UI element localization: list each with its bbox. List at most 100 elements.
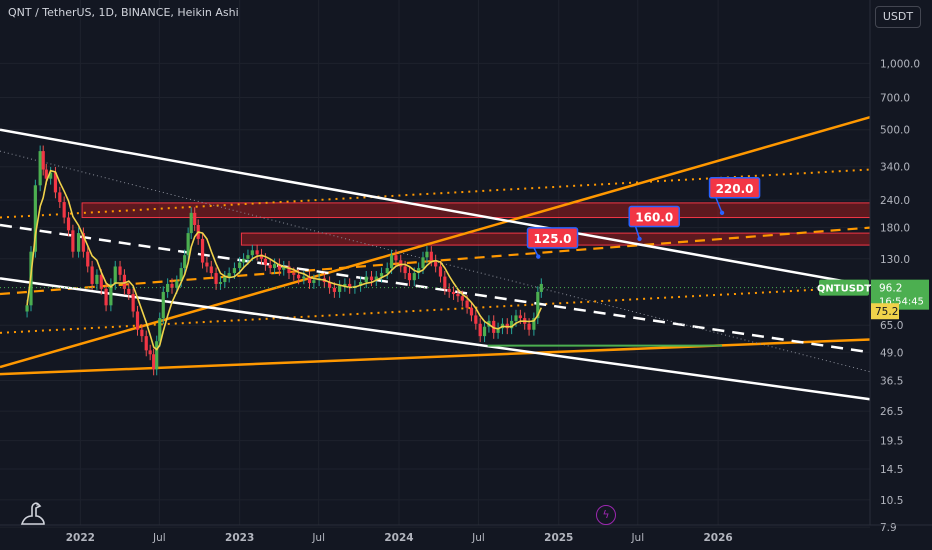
currency-button[interactable]: USDT xyxy=(875,6,921,28)
x-tick-label: 2024 xyxy=(384,532,413,544)
orange-dotted-lower xyxy=(0,285,871,334)
candle-body xyxy=(246,255,250,259)
candle-body xyxy=(250,250,254,256)
candle-body xyxy=(166,283,170,292)
x-tick-label: Jul xyxy=(471,532,485,544)
candle-body xyxy=(307,276,312,283)
candle-body xyxy=(492,320,496,333)
candle-body xyxy=(205,262,209,267)
candle-body xyxy=(343,283,347,286)
y-tick-label: 36.5 xyxy=(880,376,903,388)
candle-body xyxy=(469,307,474,316)
candle-body xyxy=(447,288,451,292)
candle-body xyxy=(510,320,514,329)
target-pointer xyxy=(714,196,723,214)
time-axis[interactable]: 2022 Jul 2023 Jul 2024 Jul 2025 Jul 2026 xyxy=(0,524,932,544)
orange-dotted-upper xyxy=(0,168,871,219)
candle-body xyxy=(268,264,272,269)
candle-body xyxy=(332,287,336,292)
candle-body xyxy=(86,251,90,267)
candle-body xyxy=(451,291,456,295)
candle-body xyxy=(41,151,45,170)
candle-body xyxy=(148,350,152,355)
x-tick-label: Jul xyxy=(152,532,166,544)
candle-body xyxy=(407,273,412,281)
candle-body xyxy=(95,274,99,284)
candle-body xyxy=(122,274,127,289)
target-box xyxy=(628,205,680,228)
target-label-125: 125.0 xyxy=(534,232,572,246)
candle-body xyxy=(170,283,174,288)
candle-body xyxy=(478,323,482,337)
candle-body xyxy=(272,264,277,269)
candle-body xyxy=(158,318,162,342)
candle-body xyxy=(44,169,48,179)
candle-body xyxy=(348,283,352,288)
x-tick-label: 2022 xyxy=(66,532,95,544)
candle-body xyxy=(58,192,62,203)
candle-body xyxy=(76,233,81,252)
candle-body xyxy=(403,266,407,274)
candle-body xyxy=(338,285,342,292)
candle-body xyxy=(238,262,242,269)
x-tick-label: 2023 xyxy=(225,532,254,544)
candle-body xyxy=(399,260,403,267)
y-tick-label: 49.0 xyxy=(880,347,903,359)
candle-body xyxy=(434,260,438,267)
candle-body xyxy=(374,276,378,281)
candle-body xyxy=(358,282,363,286)
candle-body xyxy=(179,268,183,282)
y-tick-label: 19.5 xyxy=(880,436,903,448)
candle-body xyxy=(302,276,306,279)
candle-body xyxy=(25,305,29,312)
candle-body xyxy=(200,238,205,263)
candle-body xyxy=(131,294,135,312)
candles xyxy=(25,145,543,376)
white-dashed-mid xyxy=(0,223,871,354)
candle-body xyxy=(214,273,218,284)
candle-body xyxy=(135,311,140,330)
candle-body xyxy=(518,315,522,319)
y-tick-label: 14.5 xyxy=(880,464,903,476)
candle-body xyxy=(527,323,531,330)
lightning-icon[interactable]: ϟ xyxy=(596,505,616,525)
candle-body xyxy=(312,280,316,283)
target-anchor xyxy=(536,254,541,259)
candle-body xyxy=(364,276,368,283)
y-tick-label: 180.0 xyxy=(880,223,910,235)
moving-average-line xyxy=(26,169,543,351)
target-label-160: 160.0 xyxy=(635,211,673,225)
white-channel-top xyxy=(0,128,871,288)
target-box xyxy=(526,227,579,249)
candle-body xyxy=(443,276,447,289)
orange-dashed-mid xyxy=(0,226,871,296)
orange-channel-bottom xyxy=(0,338,871,376)
candle-body xyxy=(152,354,156,370)
candle-body xyxy=(118,266,122,275)
target-box xyxy=(708,177,761,199)
last-price-value: 96.2 xyxy=(879,283,902,295)
candle-body xyxy=(389,255,394,269)
symbol-tag xyxy=(819,279,869,296)
candle-body xyxy=(175,281,179,288)
x-tick-label: 2025 xyxy=(544,532,573,544)
candle-body xyxy=(62,202,66,218)
candle-body xyxy=(277,264,281,270)
countdown-timer: 16:54:45 xyxy=(879,297,924,308)
chart-title: QNT / TetherUS, 1D, BINANCE, Heikin Ashi xyxy=(8,6,239,19)
candle-body xyxy=(412,273,416,281)
tradingview-logo-icon[interactable] xyxy=(18,498,48,528)
candle-body xyxy=(456,294,460,297)
y-tick-label: 26.5 xyxy=(880,406,903,418)
candle-body xyxy=(218,282,223,284)
white-channel-bottom xyxy=(0,277,871,401)
candle-body xyxy=(438,266,443,277)
candle-body xyxy=(155,341,159,370)
candle-body xyxy=(482,326,487,337)
candle-body xyxy=(292,273,296,275)
candle-body xyxy=(421,257,425,269)
y-tick-label: 500.0 xyxy=(880,125,910,137)
candle-body xyxy=(71,230,75,252)
